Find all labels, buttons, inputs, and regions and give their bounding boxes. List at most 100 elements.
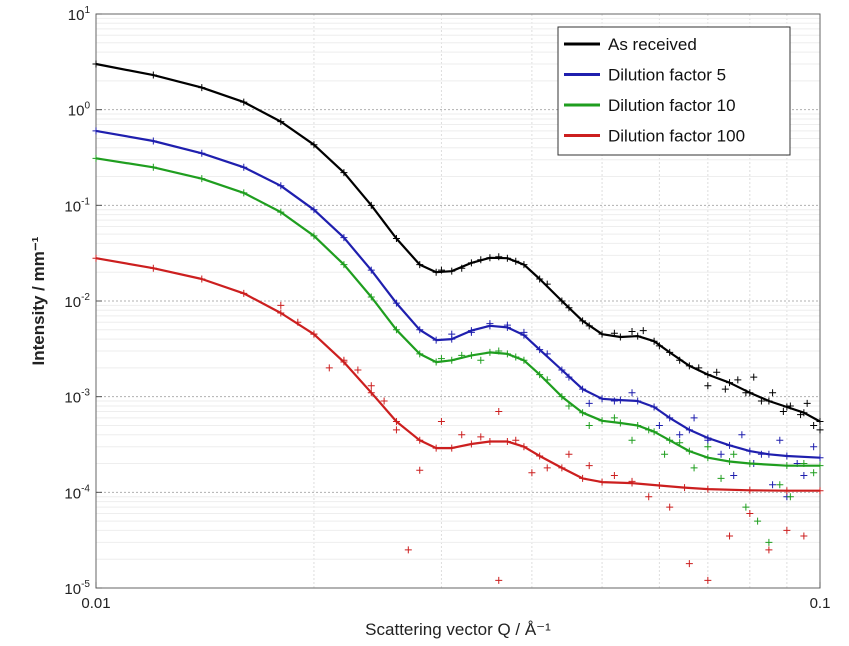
data-point-marker: [754, 517, 762, 525]
data-point-marker: [776, 481, 784, 489]
data-point-marker: [495, 576, 503, 584]
data-point-marker: [765, 538, 773, 546]
data-point-marker: [676, 356, 684, 364]
data-point-marker: [448, 330, 456, 338]
data-point-marker: [380, 397, 388, 405]
y-tick-label: 101: [68, 5, 91, 24]
data-point-marker: [726, 458, 734, 466]
series-fit-line: [95, 157, 820, 467]
data-point-marker: [585, 421, 593, 429]
data-point-marker: [486, 320, 494, 328]
data-point-marker: [585, 462, 593, 470]
data-point-marker: [565, 304, 573, 312]
data-point-marker: [467, 440, 475, 448]
data-point-marker: [277, 182, 285, 190]
data-point-marker: [437, 418, 445, 426]
data-point-marker: [416, 436, 424, 444]
data-point-marker: [536, 275, 544, 283]
data-point-marker: [458, 431, 466, 439]
data-point-marker: [645, 426, 653, 434]
data-point-marker: [661, 450, 669, 458]
data-point-marker: [565, 402, 573, 410]
data-point-marker: [340, 356, 348, 364]
data-point-marker: [198, 84, 206, 92]
data-point-marker: [713, 368, 721, 376]
data-point-marker: [628, 389, 636, 397]
data-point-marker: [277, 118, 285, 126]
series-group: [92, 154, 824, 546]
data-point-marker: [477, 356, 485, 364]
data-point-marker: [340, 261, 348, 269]
data-point-marker: [704, 382, 712, 390]
series-fit-line: [95, 62, 821, 423]
data-point-marker: [354, 366, 362, 374]
data-point-marker: [477, 433, 485, 441]
data-point-marker: [634, 421, 642, 429]
data-point-marker: [734, 376, 742, 384]
data-point-marker: [726, 441, 734, 449]
data-point-marker: [803, 399, 811, 407]
data-point-marker: [437, 266, 445, 274]
data-point-marker: [816, 462, 824, 470]
data-point-marker: [448, 444, 456, 452]
data-point-marker: [512, 257, 520, 265]
data-point-marker: [783, 487, 791, 495]
data-point-marker: [704, 576, 712, 584]
data-point-marker: [528, 469, 536, 477]
data-point-marker: [503, 350, 511, 358]
data-point-marker: [685, 426, 693, 434]
data-point-marker: [639, 327, 647, 335]
data-point-marker: [520, 328, 528, 336]
data-point-marker: [717, 450, 725, 458]
data-point-marker: [392, 326, 400, 334]
data-point-marker: [437, 355, 445, 363]
data-point-marker: [579, 317, 587, 325]
data-point-marker: [655, 342, 663, 350]
x-tick-label: 0.01: [81, 595, 110, 612]
data-point-marker: [512, 353, 520, 361]
data-point-marker: [325, 364, 333, 372]
data-point-marker: [240, 289, 248, 297]
data-point-marker: [520, 356, 528, 364]
data-point-marker: [392, 418, 400, 426]
data-point-marker: [704, 443, 712, 451]
data-point-marker: [800, 471, 808, 479]
legend-label: Dilution factor 10: [608, 96, 736, 115]
data-point-marker: [800, 532, 808, 540]
legend: As received Dilution factor 5 Dilution fac…: [557, 26, 791, 156]
data-point-marker: [681, 484, 689, 492]
data-point-marker: [277, 301, 285, 309]
data-point-marker: [149, 264, 157, 272]
data-point-marker: [610, 471, 618, 479]
data-point-marker: [458, 351, 466, 359]
data-point-marker: [340, 234, 348, 242]
data-point-marker: [198, 149, 206, 157]
data-point-marker: [746, 486, 754, 494]
data-point-marker: [558, 464, 566, 472]
data-point-marker: [240, 163, 248, 171]
data-point-marker: [650, 428, 658, 436]
data-point-marker: [786, 493, 794, 501]
data-point-marker: [746, 510, 754, 518]
data-point-marker: [650, 403, 658, 411]
data-point-marker: [666, 348, 674, 356]
data-point-marker: [467, 259, 475, 267]
data-point-marker: [486, 254, 494, 262]
data-point-marker: [742, 503, 750, 511]
data-point-marker: [367, 389, 375, 397]
data-point-marker: [750, 373, 758, 381]
x-tick-label: 0.1: [810, 595, 831, 612]
data-point-marker: [717, 474, 725, 482]
data-point-marker: [721, 385, 729, 393]
data-point-marker: [432, 336, 440, 344]
data-point-marker: [610, 414, 618, 422]
data-point-marker: [769, 389, 777, 397]
series-group: [92, 60, 824, 434]
data-point-marker: [704, 454, 712, 462]
data-point-marker: [392, 235, 400, 243]
data-point-marker: [92, 127, 100, 135]
data-point-marker: [746, 460, 754, 468]
data-point-marker: [685, 447, 693, 455]
data-point-marker: [558, 297, 566, 305]
data-point-marker: [783, 462, 791, 470]
